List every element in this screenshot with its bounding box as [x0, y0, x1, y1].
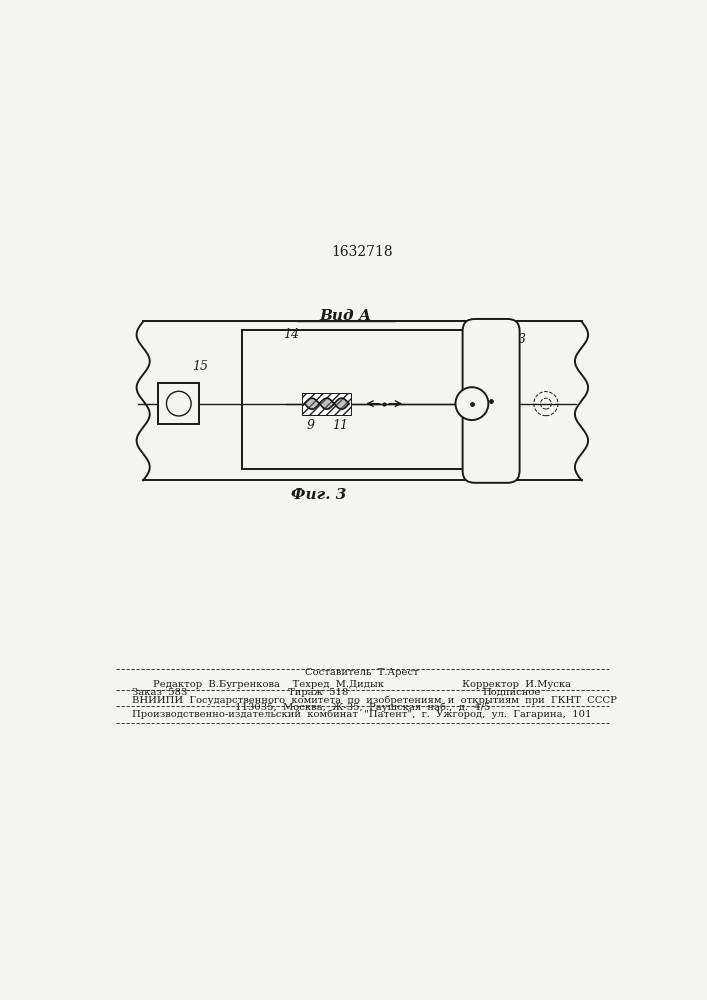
Circle shape [455, 387, 489, 420]
Text: 15: 15 [192, 360, 209, 373]
Text: Составитель  Т.Арест: Составитель Т.Арест [305, 668, 419, 677]
Text: 11: 11 [332, 419, 349, 432]
Text: ВНИИПИ  Государственного  комитета  по  изобретениям  и  открытиям  при  ГКНТ  С: ВНИИПИ Государственного комитета по изоб… [132, 696, 617, 705]
Text: 13: 13 [510, 333, 526, 346]
Text: Фиг. 3: Фиг. 3 [291, 488, 346, 502]
Bar [302, 393, 351, 415]
Bar [242, 330, 472, 469]
Text: Вид А: Вид А [320, 309, 372, 323]
Text: Заказ  583: Заказ 583 [132, 688, 187, 697]
Text: 9: 9 [306, 419, 315, 432]
Text: Подписное: Подписное [483, 688, 542, 697]
Text: 113035,  Москва,  Ж-35,  Раушская  наб.,  д.  4/5: 113035, Москва, Ж-35, Раушская наб., д. … [235, 703, 490, 712]
FancyBboxPatch shape [462, 319, 520, 483]
Text: 14: 14 [283, 328, 299, 341]
Text: 12: 12 [474, 415, 491, 428]
Bar [158, 383, 199, 424]
Text: Производственно-издательский  комбинат  "Патент",  г.  Ужгород,  ул.  Гагарина, : Производственно-издательский комбинат "П… [132, 710, 592, 719]
Text: 1632718: 1632718 [332, 245, 393, 259]
Text: Редактор  В.Бугренкова    Техред  М.Дидык                         Корректор  И.М: Редактор В.Бугренкова Техред М.Дидык Кор… [153, 680, 571, 689]
Text: Тираж  518: Тираж 518 [288, 688, 349, 697]
